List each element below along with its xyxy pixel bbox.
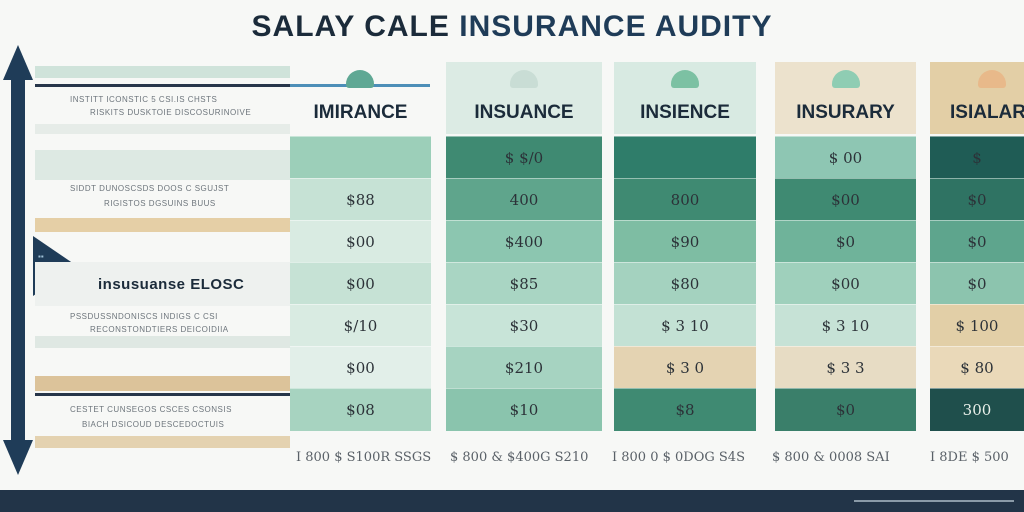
table-cell	[290, 136, 431, 179]
plan-column: IMIRANCE $88 $00 $00 $/10 $00 $08	[290, 62, 431, 447]
left-band	[35, 124, 290, 134]
column-header: ISIALAR	[930, 62, 1024, 134]
table-cell: 300	[930, 388, 1024, 431]
arrow-down-icon	[3, 440, 33, 475]
plan-column: ISIALAR $ $0 $0 $0 $ 100 $ 80 300	[930, 62, 1024, 447]
top-divider	[35, 84, 430, 87]
footer-bar	[0, 490, 1024, 512]
row-label: SIDDT DUNOSCSDS DOOS C SGUJST	[70, 184, 230, 193]
column-footer: I 800 $ S100R SSGS	[296, 450, 432, 465]
page-title: SALAY CALE INSURANCE AUDITY	[0, 10, 1024, 44]
table-cell: 400	[446, 178, 602, 221]
table-cell: $0	[775, 388, 916, 431]
left-band	[35, 262, 290, 306]
table-cell: $30	[446, 304, 602, 347]
table-cell: $0	[930, 262, 1024, 305]
row-sublabel: RISKITS DUSKTOIE DISCOSURINOIVE	[90, 108, 252, 117]
table-cell: $ 100	[930, 304, 1024, 347]
table-cell: $ 00	[775, 136, 916, 179]
plan-column: INSUANCE $ $/0 400 $400 $85 $30 $210 $10	[446, 62, 602, 447]
column-footer: I 800 0 $ 0DOG S4S	[612, 450, 745, 465]
table-cell: $/10	[290, 304, 431, 347]
row-label: PSSDUSSNDONISCS INDIGS C CSI	[70, 312, 218, 321]
row-sublabel: BIACH DSICOUD DESCEDOCTUIS	[82, 420, 225, 429]
table-cell: $ 3 3	[775, 346, 916, 389]
column-header: INSURARY	[775, 62, 916, 134]
table-cell: $0	[775, 220, 916, 263]
left-band	[35, 218, 290, 232]
left-band	[35, 66, 290, 78]
table-cell: $80	[614, 262, 756, 305]
table-cell: $0	[930, 220, 1024, 263]
table-cell: $8	[614, 388, 756, 431]
table-cell: $00	[290, 346, 431, 389]
table-cell: $ 3 10	[775, 304, 916, 347]
umbrella-icon	[831, 70, 860, 88]
left-band	[35, 336, 290, 348]
column-footer: $ 800 & 0008 SAI	[772, 450, 890, 465]
hat-icon	[510, 70, 538, 88]
umbrella-icon	[671, 70, 699, 88]
table-cell: $10	[446, 388, 602, 431]
vertical-axis-arrow	[3, 45, 33, 475]
shield-icon	[346, 70, 374, 88]
table-cell: $00	[775, 262, 916, 305]
table-cell: $210	[446, 346, 602, 389]
table-cell: $00	[290, 262, 431, 305]
row-label: INSTITT ICONSTIC 5 CSI.IS CHSTS	[70, 95, 218, 104]
table-cell: $08	[290, 388, 431, 431]
table-cell: 800	[614, 178, 756, 221]
row-sublabel: RECONSTONDTIERS DEICOIDIIA	[90, 325, 229, 334]
table-cell: $00	[775, 178, 916, 221]
table-cell	[614, 136, 756, 179]
row-label: CESTET CUNSEGOS CSCES CSONSIS	[70, 405, 232, 414]
axis-shaft	[11, 75, 25, 445]
left-band	[35, 376, 290, 391]
column-footer: I 8DE $ 500	[930, 450, 1009, 465]
row-sublabel: RIGISTOS DGSUINS BUUS	[104, 199, 216, 208]
table-cell: $0	[930, 178, 1024, 221]
title-part-2: INSURANCE AUDITY	[459, 10, 773, 43]
table-cell: $ 3 10	[614, 304, 756, 347]
table-cell: $ 3 0	[614, 346, 756, 389]
footer-rule	[854, 500, 1014, 502]
table-cell: $400	[446, 220, 602, 263]
column-header: INSUANCE	[446, 62, 602, 134]
left-band	[35, 436, 290, 448]
left-band	[35, 150, 290, 180]
bottom-divider	[35, 393, 297, 396]
arrow-up-icon	[3, 45, 33, 80]
umbrella-icon	[978, 70, 1006, 88]
plan-column: INSURARY $ 00 $00 $0 $00 $ 3 10 $ 3 3 $0	[775, 62, 916, 447]
table-cell: $	[930, 136, 1024, 179]
table-cell: $85	[446, 262, 602, 305]
column-footer: $ 800 & $400G S210	[450, 450, 589, 465]
table-cell: $ 80	[930, 346, 1024, 389]
column-header: IMIRANCE	[313, 102, 408, 123]
table-cell: $88	[290, 178, 431, 221]
title-part-1: SALAY CALE	[251, 10, 450, 43]
table-cell: $00	[290, 220, 431, 263]
table-cell: $ $/0	[446, 136, 602, 179]
row-label-main: insusuanse ELOSC	[98, 276, 245, 293]
table-cell: $90	[614, 220, 756, 263]
plan-column: INSIENCE 800 $90 $80 $ 3 10 $ 3 0 $8	[614, 62, 756, 447]
